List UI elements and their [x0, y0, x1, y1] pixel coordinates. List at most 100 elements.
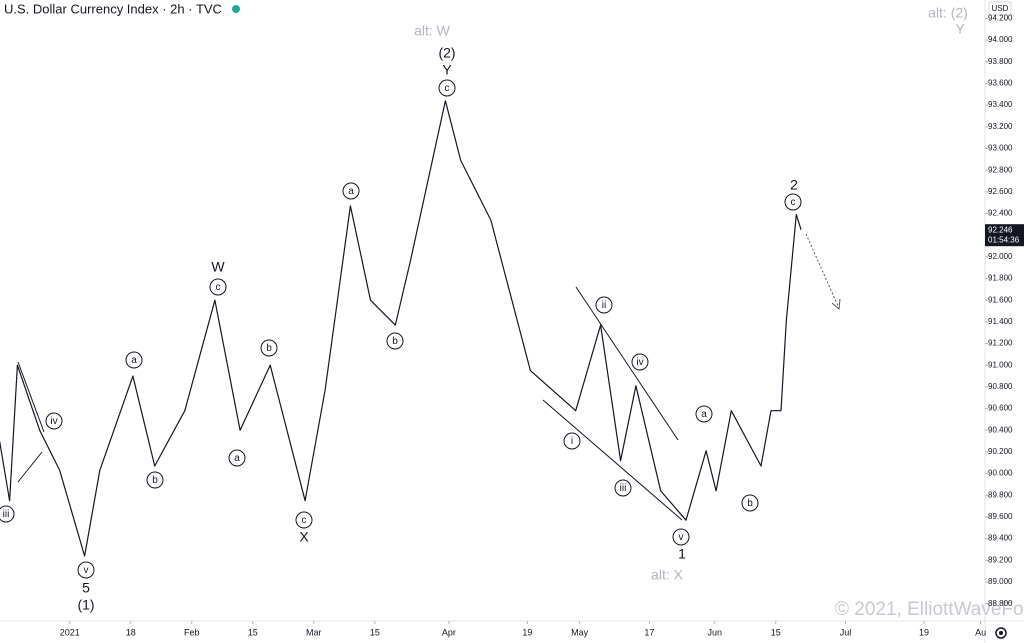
wave-label: 1: [678, 546, 686, 562]
countdown-label: 01:54:36: [988, 235, 1020, 244]
wave-label: alt: X: [651, 567, 684, 583]
x-tick-label: May: [571, 627, 589, 637]
x-tick-label: Jun: [708, 627, 723, 637]
trend-line: [17, 361, 45, 433]
y-tick-label: 90.200: [988, 447, 1013, 456]
wave-label: v: [84, 565, 89, 576]
wave-label: a: [348, 186, 354, 197]
y-tick-label: 91.000: [988, 360, 1013, 369]
y-tick-label: 89.200: [988, 555, 1013, 564]
y-tick-label: 90.800: [988, 382, 1013, 391]
x-tick-label: 19: [919, 627, 929, 637]
y-tick-label: 90.600: [988, 404, 1013, 413]
wave-circle: [295, 511, 313, 529]
wave-label: iv: [50, 416, 57, 427]
gear[interactable]: [995, 627, 1007, 639]
wave-circle: [45, 412, 63, 430]
y-tick-label: 89.000: [988, 577, 1013, 586]
trend-line: [575, 286, 679, 441]
y-tick-label: 89.800: [988, 490, 1013, 499]
wave-label: iv: [636, 357, 643, 368]
x-tick-label: 15: [370, 627, 380, 637]
wave-label: Y: [955, 21, 965, 37]
wave-label: b: [392, 336, 398, 347]
trend-line: [17, 451, 43, 483]
x-tick-label: 19: [522, 627, 532, 637]
x-tick-label: 15: [771, 627, 781, 637]
wave-circle: [146, 471, 164, 489]
x-tick-label: 17: [644, 627, 654, 637]
wave-circle: [695, 405, 713, 423]
settings-icon[interactable]: [995, 627, 1007, 639]
wave-label: b: [152, 475, 158, 486]
y-tick-label: 92.000: [988, 252, 1013, 261]
wave-label: a: [131, 355, 137, 366]
wave-label: alt: (2): [928, 5, 968, 21]
chart-title: U.S. Dollar Currency Index · 2h · TVC: [4, 1, 222, 16]
wave-label: c: [791, 197, 796, 208]
wave-circle: [563, 432, 581, 450]
wave-circle: [125, 351, 143, 369]
wave-circle: [614, 479, 632, 497]
y-tick-label: 88.800: [988, 599, 1013, 608]
wave-circle: [260, 339, 278, 357]
wave-label: a: [701, 409, 707, 420]
wave-label: b: [747, 498, 753, 509]
wave-circle: [342, 182, 360, 200]
x-tick-label: 2021: [60, 627, 80, 637]
wave-label: 5: [82, 580, 90, 596]
x-tick-label: 18: [126, 627, 136, 637]
trend-line: [542, 399, 683, 521]
x-tick-label: Au: [975, 627, 986, 637]
y-tick-label: 94.000: [988, 35, 1013, 44]
y-tick-label: 92.800: [988, 165, 1013, 174]
wave-label: (1): [77, 597, 94, 613]
y-tick-label: 94.200: [988, 14, 1013, 23]
wave-label: alt: W: [414, 23, 451, 39]
y-tick-label: 93.600: [988, 79, 1013, 88]
wave-label: i: [571, 436, 573, 447]
y-tick-label: 93.800: [988, 57, 1013, 66]
y-tick-label: 91.400: [988, 317, 1013, 326]
wave-label: v: [679, 532, 684, 543]
wave-circle: [0, 505, 15, 523]
gear-center[interactable]: [999, 631, 1003, 635]
x-tick-label: Jul: [840, 627, 852, 637]
arrow-head: [831, 298, 841, 311]
x-tick-label: Feb: [184, 627, 200, 637]
wave-circle: [228, 449, 246, 467]
currency-box: [988, 1, 1012, 16]
wave-label: iii: [620, 483, 627, 494]
wave-circle: [672, 528, 690, 546]
currency-label: USD: [992, 4, 1009, 13]
price-line: [0, 100, 802, 557]
wave-label: iii: [3, 509, 10, 520]
wave-circle: [631, 353, 649, 371]
wave-circle: [438, 79, 456, 97]
wave-circle: [209, 278, 227, 296]
y-tick-label: 93.400: [988, 100, 1013, 109]
wave-label: Y: [442, 62, 452, 78]
y-tick-label: 91.200: [988, 339, 1013, 348]
x-tick-label: Mar: [306, 627, 322, 637]
y-tick-label: 91.800: [988, 274, 1013, 283]
y-tick-label: 91.600: [988, 295, 1013, 304]
x-tick-label: 15: [248, 627, 258, 637]
wave-label: c: [302, 515, 307, 526]
x-tick-label: Apr: [442, 627, 456, 637]
wave-label: ii: [602, 300, 606, 311]
y-tick-label: 90.400: [988, 425, 1013, 434]
wave-label: a: [234, 453, 240, 464]
wave-circle: [784, 193, 802, 211]
wave-circle: [741, 494, 759, 512]
y-tick-label: 92.400: [988, 209, 1013, 218]
wave-label: W: [211, 259, 225, 275]
wave-label: c: [445, 83, 450, 94]
y-tick-label: 89.600: [988, 512, 1013, 521]
y-tick-label: 93.000: [988, 144, 1013, 153]
wave-circle: [595, 296, 613, 314]
wave-label: c: [216, 282, 221, 293]
price-tag: [985, 224, 1024, 247]
status-dot: [232, 5, 240, 13]
